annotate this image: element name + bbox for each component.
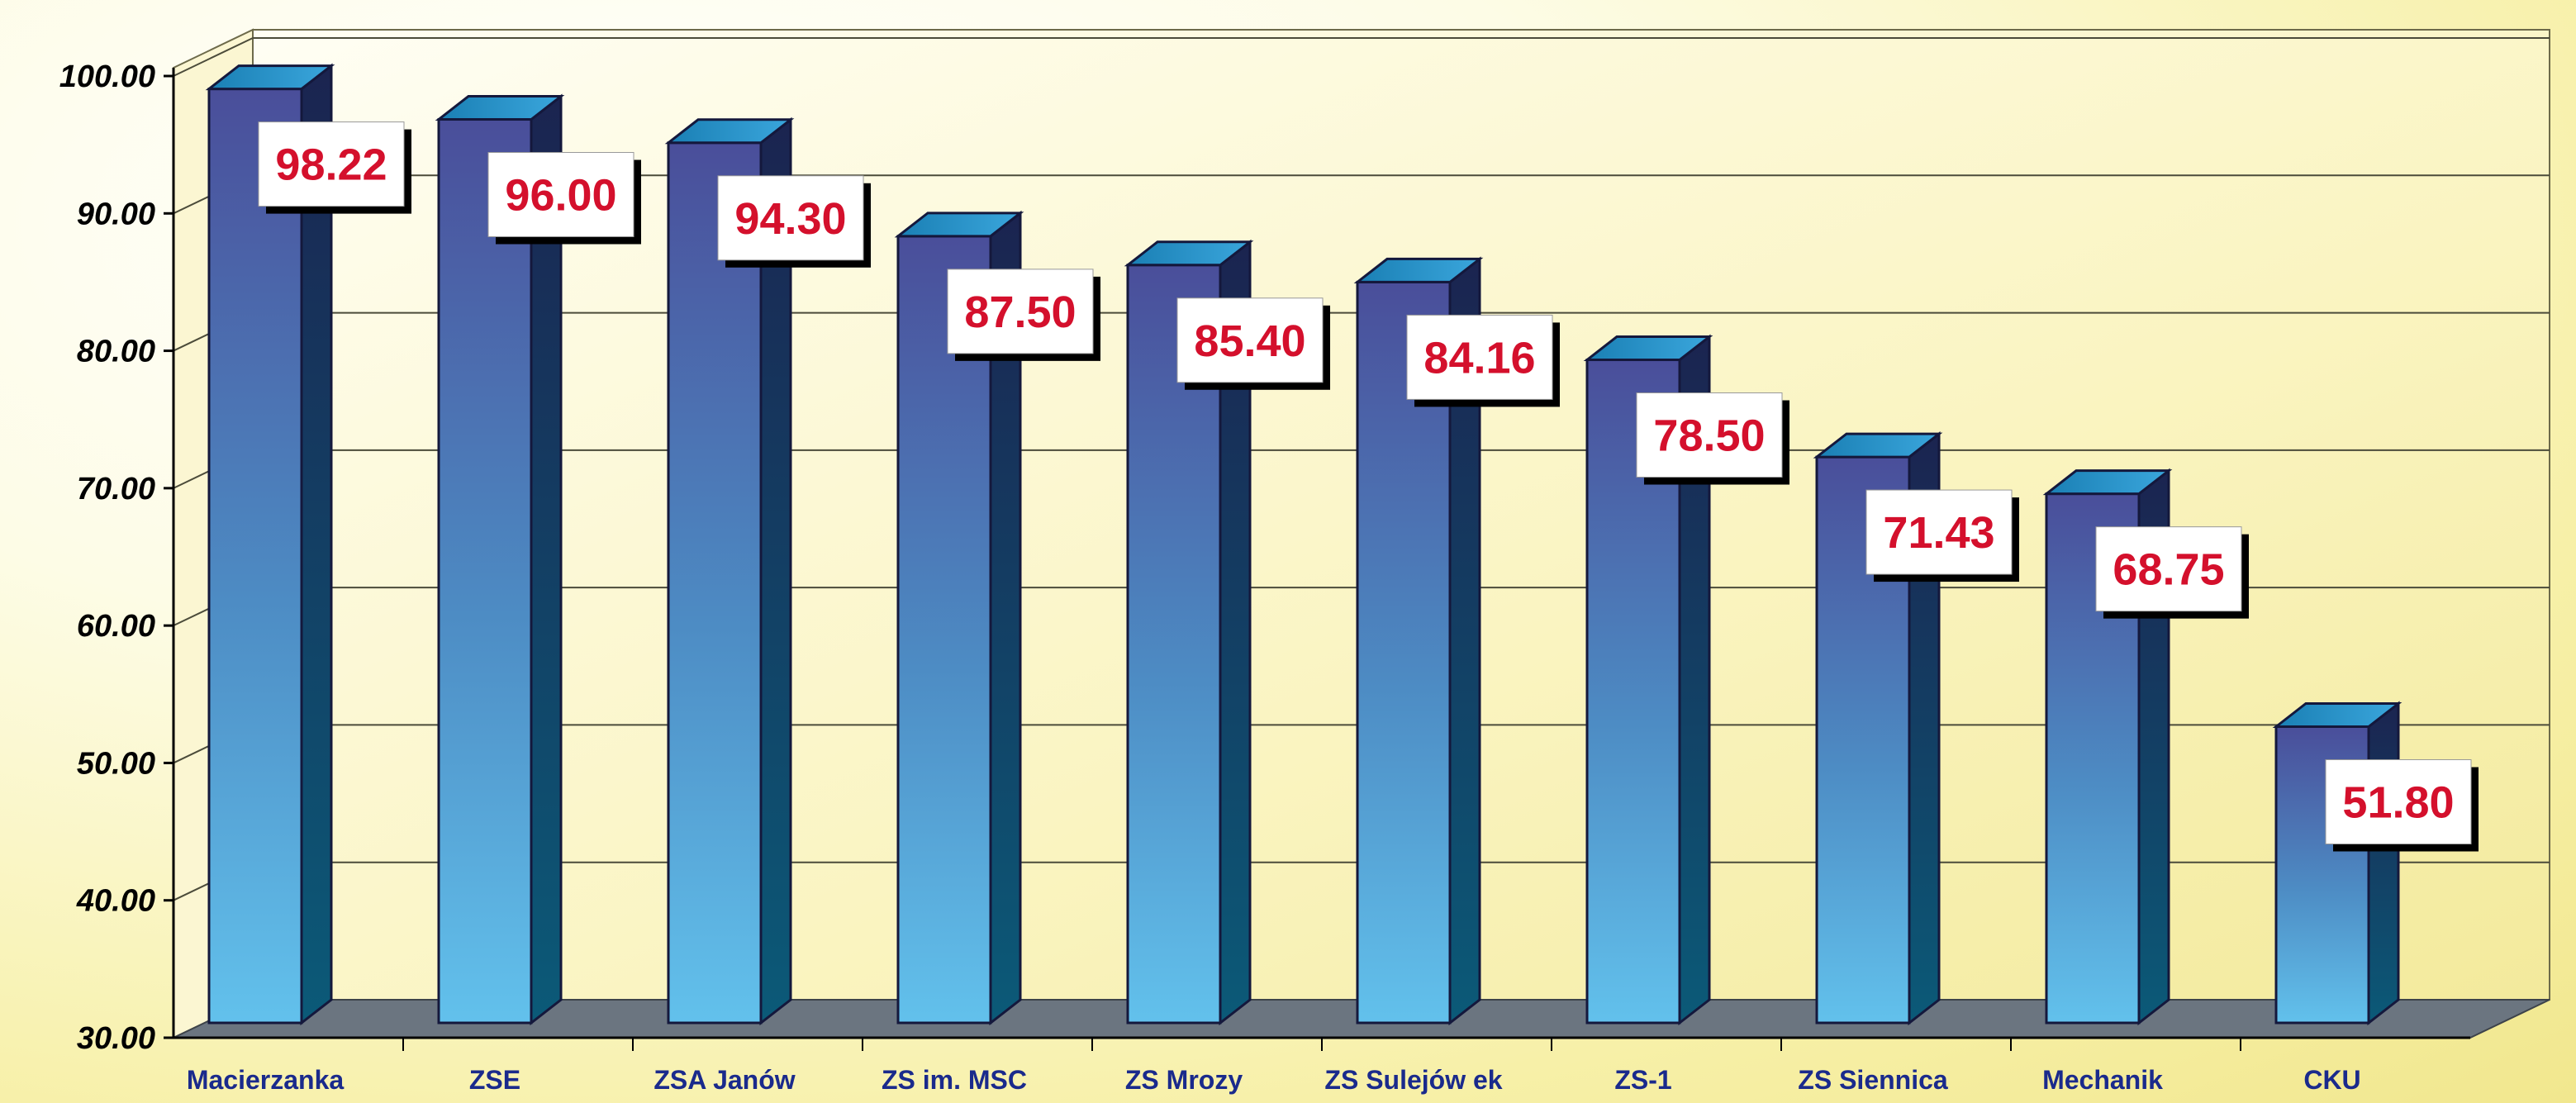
- y-tick-label: 30.00: [77, 1021, 155, 1056]
- bar-top: [1583, 335, 1713, 362]
- bar: [1124, 239, 1254, 1026]
- data-label: 96.00: [487, 152, 641, 245]
- data-label-box: [947, 269, 1094, 354]
- bar-top: [2042, 469, 2173, 496]
- gridline-side: [173, 37, 254, 77]
- bar-front: [896, 235, 992, 1025]
- bar: [205, 63, 335, 1026]
- tick-labels: 30.00 40.00 50.00 60.00 70.00 80.00 90.00 100.0…: [59, 59, 2361, 1095]
- y-tick-label: 90.00: [77, 197, 155, 231]
- bar: [664, 116, 795, 1026]
- data-label-text: 96.00: [505, 171, 616, 221]
- data-label: 78.50: [1636, 392, 1789, 485]
- data-label: 68.75: [2095, 526, 2249, 619]
- bar-top: [2272, 701, 2403, 728]
- data-label: 71.43: [1865, 489, 2019, 582]
- x-tick-label: CKU: [2303, 1065, 2360, 1095]
- bar: [1353, 256, 1484, 1026]
- bar-front: [667, 141, 763, 1025]
- bar-top: [435, 95, 565, 121]
- bar-top: [1124, 240, 1254, 267]
- y-tick-label: 40.00: [76, 884, 155, 919]
- x-tick-label: ZS Siennica: [1798, 1065, 1948, 1095]
- y-tick-label: 80.00: [77, 335, 155, 369]
- bar: [894, 210, 1024, 1026]
- data-label: 94.30: [717, 175, 871, 268]
- data-label: 85.40: [1176, 297, 1330, 390]
- x-tick-label: ZS Mrozy: [1125, 1065, 1243, 1095]
- data-label-box: [2095, 526, 2242, 612]
- data-label-box: [717, 175, 864, 261]
- data-label-text: 68.75: [2113, 545, 2224, 595]
- data-label: 51.80: [2325, 758, 2479, 852]
- x-tick-label: ZSA Janów: [654, 1065, 795, 1095]
- x-tick-label: ZS im. MSC: [882, 1065, 1027, 1095]
- bar-top: [894, 212, 1024, 238]
- bar-side: [2367, 701, 2400, 1026]
- data-label-text: 98.22: [275, 140, 387, 190]
- data-labels: 98.22 96.00 94.30 87.50 85.40 84.16 78.50 71.43…: [258, 121, 2479, 852]
- x-tick-label: ZS-1: [1614, 1065, 1671, 1095]
- y-tick-label: 100.00: [59, 59, 155, 94]
- data-label-box: [2325, 758, 2472, 844]
- bar-top: [664, 118, 795, 145]
- data-label-box: [487, 152, 634, 238]
- data-label-text: 78.50: [1653, 411, 1765, 461]
- data-label-text: 87.50: [964, 288, 1076, 337]
- data-label-text: 85.40: [1194, 316, 1305, 366]
- data-label-box: [1865, 489, 2013, 575]
- x-tick-label: Macierzanka: [187, 1065, 345, 1095]
- y-tick-label: 60.00: [77, 609, 155, 644]
- x-tick-label: ZSE: [469, 1065, 520, 1095]
- bar-top: [205, 64, 335, 91]
- data-label-text: 71.43: [1883, 508, 1994, 558]
- axes: [164, 68, 2470, 1051]
- data-label-text: 94.30: [734, 194, 846, 244]
- data-label-text: 84.16: [1423, 333, 1535, 383]
- bar-top: [1353, 257, 1484, 283]
- bar: [435, 93, 565, 1026]
- x-tick-label: Mechanik: [2042, 1065, 2163, 1095]
- data-label-box: [1406, 314, 1553, 400]
- bar-front: [437, 118, 533, 1025]
- y-tick-label: 70.00: [77, 472, 155, 506]
- bar: [2272, 701, 2403, 1026]
- data-label-box: [258, 121, 405, 207]
- y-tick-label: 50.00: [77, 746, 155, 781]
- bar-top: [1813, 432, 1943, 459]
- data-label: 98.22: [258, 121, 411, 214]
- bar-front: [207, 88, 303, 1025]
- x-tick-label: ZS Sulejów ek: [1324, 1065, 1502, 1095]
- data-label-text: 51.80: [2342, 777, 2454, 827]
- data-label: 84.16: [1406, 314, 1560, 407]
- data-label-box: [1636, 392, 1783, 478]
- data-label: 87.50: [947, 269, 1100, 361]
- data-label-box: [1176, 297, 1324, 383]
